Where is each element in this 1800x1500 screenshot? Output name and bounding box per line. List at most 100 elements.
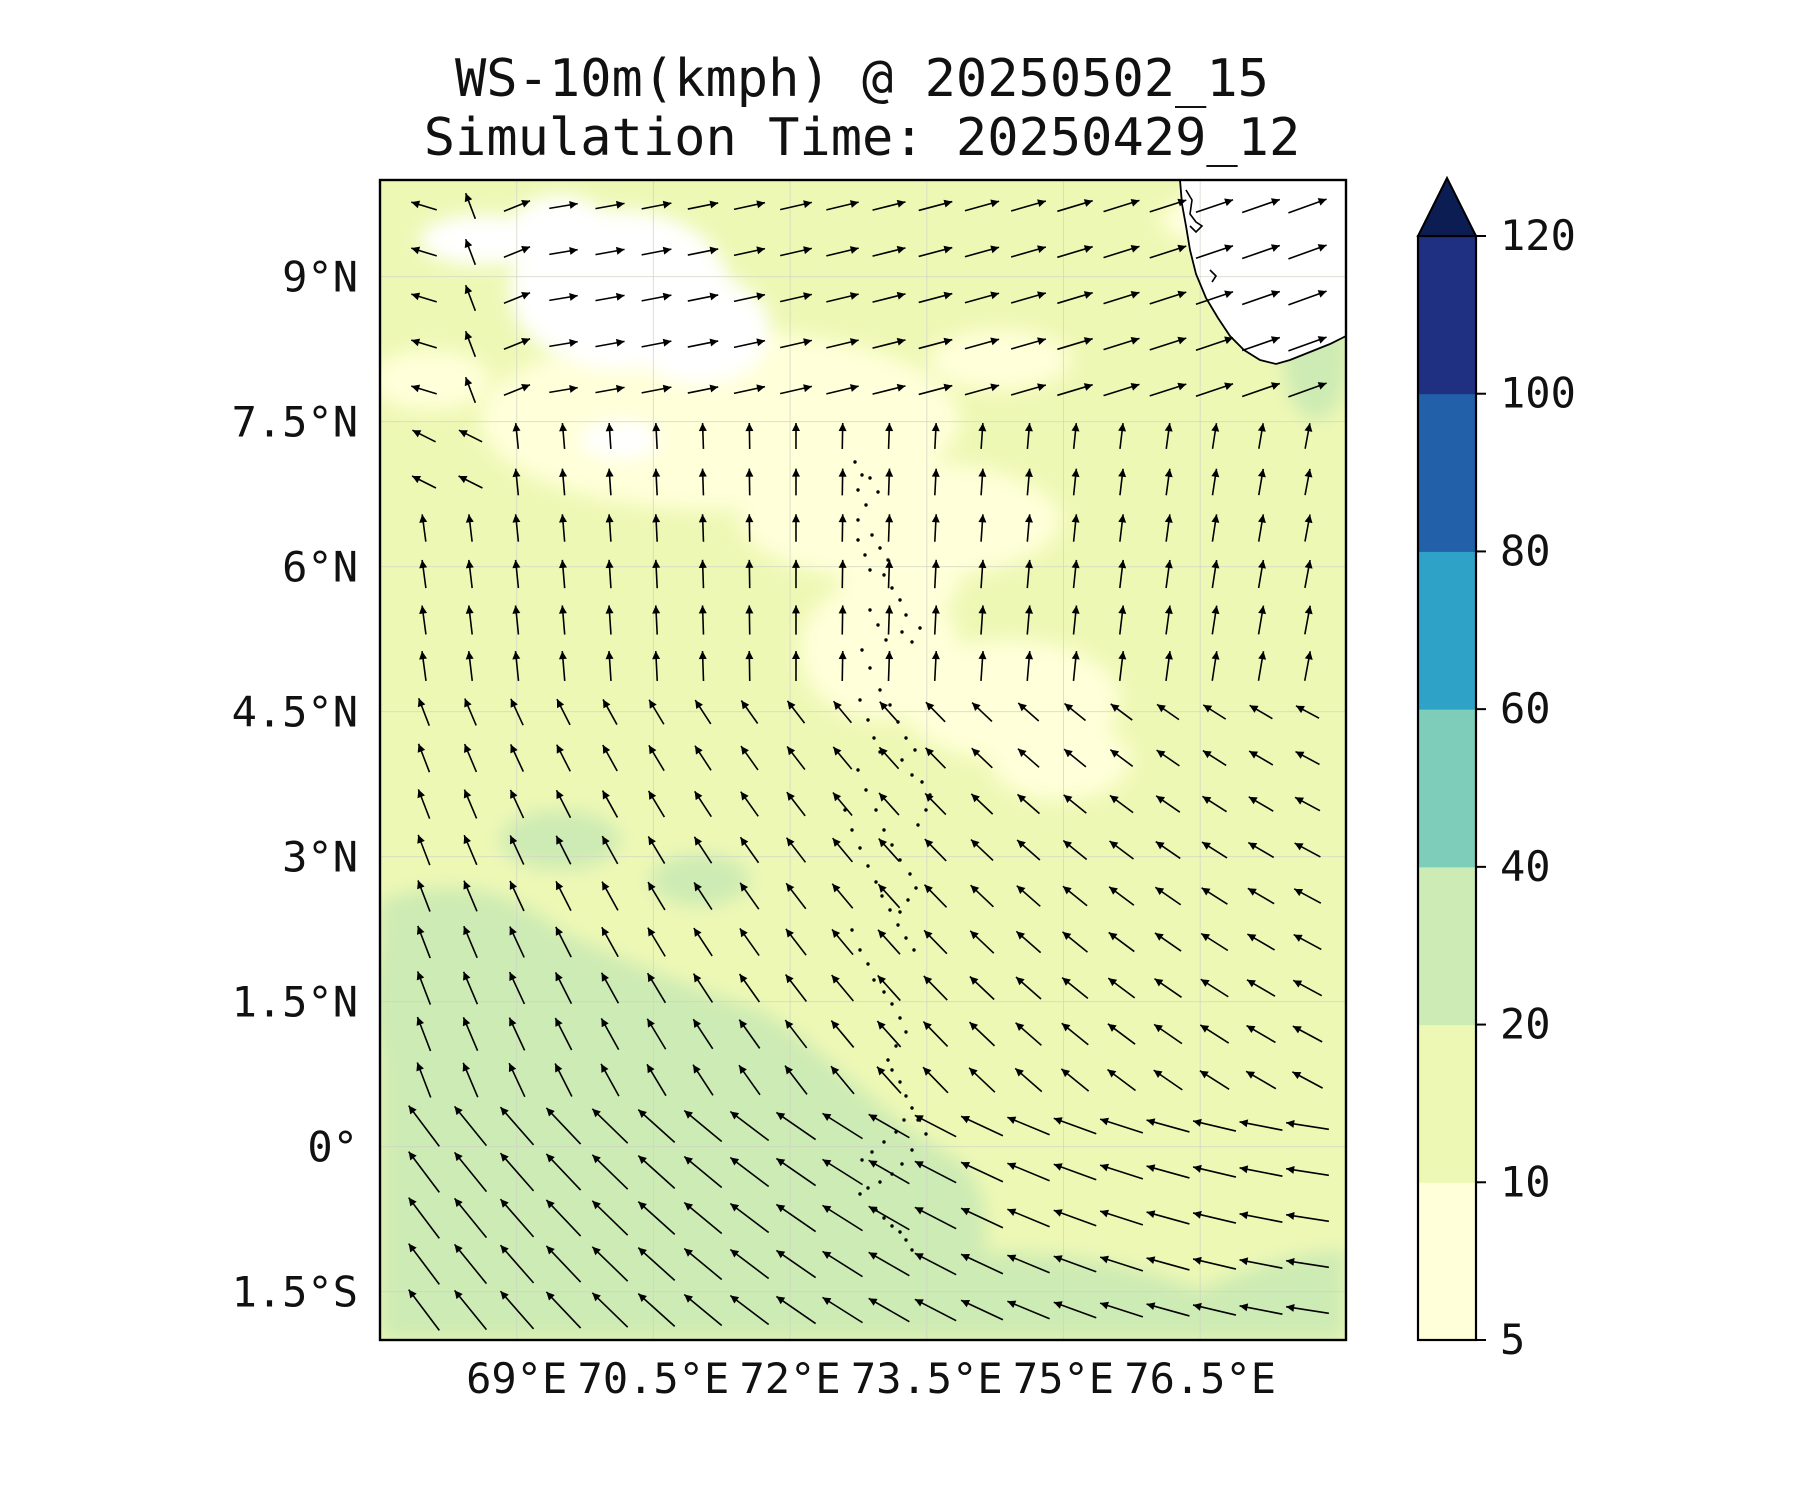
wind-arrow bbox=[652, 514, 661, 542]
wind-arrow bbox=[1099, 1255, 1144, 1272]
atoll-dot bbox=[890, 586, 894, 590]
wind-arrow bbox=[1015, 930, 1042, 954]
wind-arrow bbox=[1109, 748, 1134, 768]
atoll-dot bbox=[898, 858, 902, 862]
wind-arrow bbox=[877, 883, 901, 909]
wind-arrow bbox=[729, 1110, 770, 1142]
wind-arrow bbox=[687, 338, 719, 348]
atoll-dot bbox=[856, 768, 860, 772]
wind-arrow bbox=[453, 1243, 488, 1285]
wind-arrow bbox=[499, 1290, 535, 1330]
atoll-dot bbox=[870, 533, 874, 537]
atoll-dot bbox=[853, 460, 857, 464]
wind-arrow bbox=[1211, 514, 1220, 542]
wind-arrow bbox=[692, 973, 714, 1003]
atoll-dot bbox=[878, 750, 882, 754]
atoll-dot bbox=[916, 823, 920, 827]
wind-arrow bbox=[1057, 245, 1093, 259]
wind-arrow bbox=[1293, 888, 1322, 904]
atoll-dot bbox=[904, 1238, 908, 1242]
wind-arrow bbox=[1155, 840, 1181, 860]
atoll-dot bbox=[886, 558, 890, 562]
wind-arrow bbox=[1024, 468, 1033, 496]
wind-arrow bbox=[652, 468, 661, 496]
wind-arrow bbox=[559, 559, 567, 589]
wind-arrow bbox=[549, 292, 578, 302]
wind-arrow bbox=[914, 1298, 957, 1322]
wind-arrow bbox=[1103, 198, 1140, 213]
atoll-dot bbox=[858, 948, 862, 952]
atoll-dot bbox=[876, 623, 880, 627]
lat-tick-label: 6°N bbox=[282, 543, 358, 592]
wind-arrow bbox=[733, 200, 766, 211]
wind-arrow bbox=[1053, 1255, 1097, 1273]
wind-arrow bbox=[960, 1207, 1004, 1229]
wind-arrow bbox=[968, 1067, 996, 1093]
wind-arrow bbox=[641, 292, 672, 302]
wind-arrow bbox=[605, 559, 614, 589]
atoll-dot bbox=[882, 828, 886, 832]
wind-arrow bbox=[969, 930, 995, 954]
wind-arrow bbox=[1248, 750, 1274, 766]
wind-arrow bbox=[1007, 1116, 1050, 1136]
wind-arrow bbox=[1293, 933, 1322, 951]
wind-arrow bbox=[465, 651, 474, 681]
atoll-dot bbox=[874, 1208, 878, 1212]
wind-arrow bbox=[1292, 1025, 1323, 1043]
wind-arrow bbox=[838, 559, 847, 589]
wind-arrow bbox=[462, 971, 479, 1005]
wind-arrow bbox=[918, 291, 953, 304]
wind-arrow bbox=[1164, 468, 1173, 496]
wind-arrow bbox=[1202, 795, 1227, 813]
wind-arrow bbox=[408, 1105, 440, 1147]
lon-tick-label: 70.5°E bbox=[578, 1354, 730, 1403]
wind-arrow bbox=[1155, 795, 1181, 813]
wind-arrow bbox=[1017, 748, 1040, 768]
wind-arrow bbox=[417, 834, 431, 866]
colorbar-band bbox=[1418, 393, 1476, 552]
wind-arrow bbox=[1239, 1119, 1283, 1131]
wind-arrow bbox=[416, 971, 432, 1005]
wind-arrow bbox=[785, 882, 807, 910]
atoll-dot bbox=[868, 568, 872, 572]
wind-arrow bbox=[1109, 840, 1134, 860]
atoll-dot bbox=[896, 720, 900, 724]
atoll-dot bbox=[906, 898, 910, 902]
lat-tick-label: 7.5°N bbox=[232, 398, 358, 447]
colorbar-tick-label: 40 bbox=[1500, 842, 1551, 891]
atoll-dot bbox=[910, 640, 914, 644]
atoll-dot bbox=[896, 923, 900, 927]
wind-arrow bbox=[508, 1017, 526, 1051]
wind-arrow bbox=[978, 468, 987, 496]
atoll-dot bbox=[858, 698, 862, 702]
wind-arrow bbox=[822, 1112, 863, 1140]
sri-lanka-coast-detail bbox=[1185, 189, 1218, 283]
wind-arrow bbox=[1153, 1069, 1183, 1091]
wind-arrow bbox=[1017, 702, 1040, 722]
wind-arrow bbox=[969, 975, 995, 1001]
wind-arrow bbox=[826, 246, 859, 257]
wind-arrow bbox=[1016, 885, 1041, 907]
wind-arrow bbox=[738, 973, 761, 1003]
wind-arrow bbox=[1195, 244, 1234, 259]
atoll-dot bbox=[880, 894, 884, 898]
wind-arrow bbox=[885, 559, 894, 589]
atoll-dot bbox=[904, 613, 908, 617]
wind-arrow bbox=[1071, 514, 1080, 542]
wind-arrow bbox=[971, 701, 993, 723]
wind-arrow bbox=[464, 238, 477, 266]
wind-arrow bbox=[923, 884, 948, 908]
wind-arrow bbox=[1239, 1257, 1283, 1269]
wind-arrow bbox=[419, 514, 428, 542]
wind-speed-calm-patches bbox=[420, 185, 1265, 460]
wind-arrow bbox=[931, 605, 940, 635]
wind-arrow bbox=[600, 1063, 620, 1097]
wind-arrow bbox=[832, 791, 853, 817]
wind-arrow bbox=[512, 559, 521, 589]
wind-arrow bbox=[601, 926, 619, 958]
wind-arrow bbox=[1288, 198, 1327, 214]
atoll-dot bbox=[890, 1068, 894, 1072]
wind-arrow bbox=[508, 1062, 526, 1098]
wind-arrow bbox=[745, 651, 754, 681]
wind-arrow bbox=[602, 744, 618, 772]
